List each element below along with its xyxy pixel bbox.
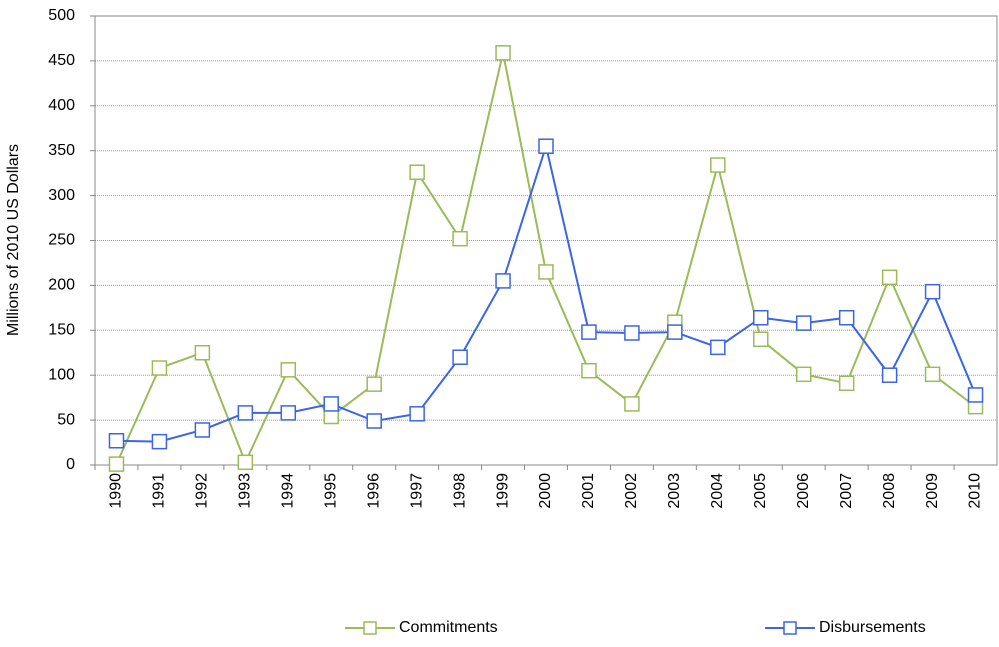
y-tick-label: 0 (66, 456, 75, 473)
data-point (151, 433, 168, 450)
data-point (538, 264, 554, 280)
data-point (323, 396, 339, 412)
data-point (753, 309, 769, 326)
x-tick-label: 1993 (237, 473, 254, 509)
x-tick-label: 1999 (494, 473, 511, 509)
y-tick-label: 200 (48, 277, 75, 294)
data-point (838, 309, 855, 326)
data-point (366, 413, 382, 429)
x-tick-label: 2006 (795, 473, 812, 509)
y-tick-label: 50 (57, 411, 75, 428)
data-point (237, 454, 254, 471)
series-line (116, 142, 977, 443)
y-tick-label: 350 (48, 142, 75, 159)
x-tick-label: 1992 (194, 473, 211, 509)
y-tick-label: 300 (48, 187, 75, 204)
data-point (151, 360, 168, 376)
x-tick-label: 2004 (709, 473, 726, 509)
data-point (108, 433, 125, 449)
legend-marker (363, 621, 377, 635)
y-tick-label: 450 (48, 52, 75, 69)
x-tick-label: 2000 (537, 473, 554, 509)
x-tick-label: 2007 (838, 473, 855, 509)
data-point (924, 366, 941, 383)
x-tick-label: 2010 (967, 473, 984, 509)
data-point (967, 387, 984, 403)
data-point (452, 349, 468, 365)
x-tick-label: 2002 (623, 473, 640, 509)
x-tick-label: 2008 (881, 473, 898, 509)
y-tick-label: 500 (48, 7, 75, 24)
x-tick-label: 1997 (408, 473, 425, 509)
data-point (881, 269, 898, 286)
data-point (667, 324, 683, 340)
x-tick-label: 2003 (666, 473, 683, 509)
data-point (881, 367, 898, 383)
data-point (838, 375, 855, 392)
data-point (538, 138, 554, 154)
y-tick-label: 250 (48, 232, 75, 249)
data-point (194, 345, 211, 361)
data-point (924, 283, 941, 300)
x-tick-label: 1996 (365, 473, 382, 509)
data-point (624, 396, 640, 412)
data-point (495, 45, 511, 61)
data-point (581, 362, 597, 379)
x-tick-label: 1991 (151, 473, 168, 509)
data-point (237, 405, 254, 421)
x-tick-label: 2001 (580, 473, 597, 509)
data-point (753, 331, 769, 348)
x-tick-label: 1994 (280, 473, 297, 509)
data-point (280, 405, 297, 421)
data-point (624, 325, 640, 341)
data-point (366, 376, 382, 392)
data-point (409, 406, 425, 422)
y-tick-label: 150 (48, 322, 75, 339)
y-tick-label: 100 (48, 366, 75, 383)
data-point (795, 315, 812, 331)
legend-marker (783, 621, 797, 635)
data-point (495, 273, 511, 289)
data-point (108, 456, 125, 472)
data-point (710, 157, 726, 173)
x-tick-label: 1998 (451, 473, 468, 509)
y-tick-label: 400 (48, 97, 75, 114)
data-point (194, 422, 211, 438)
data-point (581, 324, 597, 340)
plot-frame (94, 15, 998, 466)
x-tick-label: 2009 (924, 473, 941, 509)
legend-label: Commitments (399, 619, 498, 636)
x-tick-label: 2005 (752, 473, 769, 509)
data-point (409, 164, 425, 181)
x-tick-label: 1990 (108, 473, 125, 509)
series-line (115, 52, 977, 465)
y-axis-label: Millions of 2010 US Dollars (5, 144, 22, 336)
data-point (710, 339, 726, 356)
legend-label: Disbursements (819, 619, 926, 636)
data-point (795, 366, 812, 383)
data-point (280, 362, 297, 378)
x-tick-label: 1995 (322, 473, 339, 509)
data-point (452, 230, 468, 247)
